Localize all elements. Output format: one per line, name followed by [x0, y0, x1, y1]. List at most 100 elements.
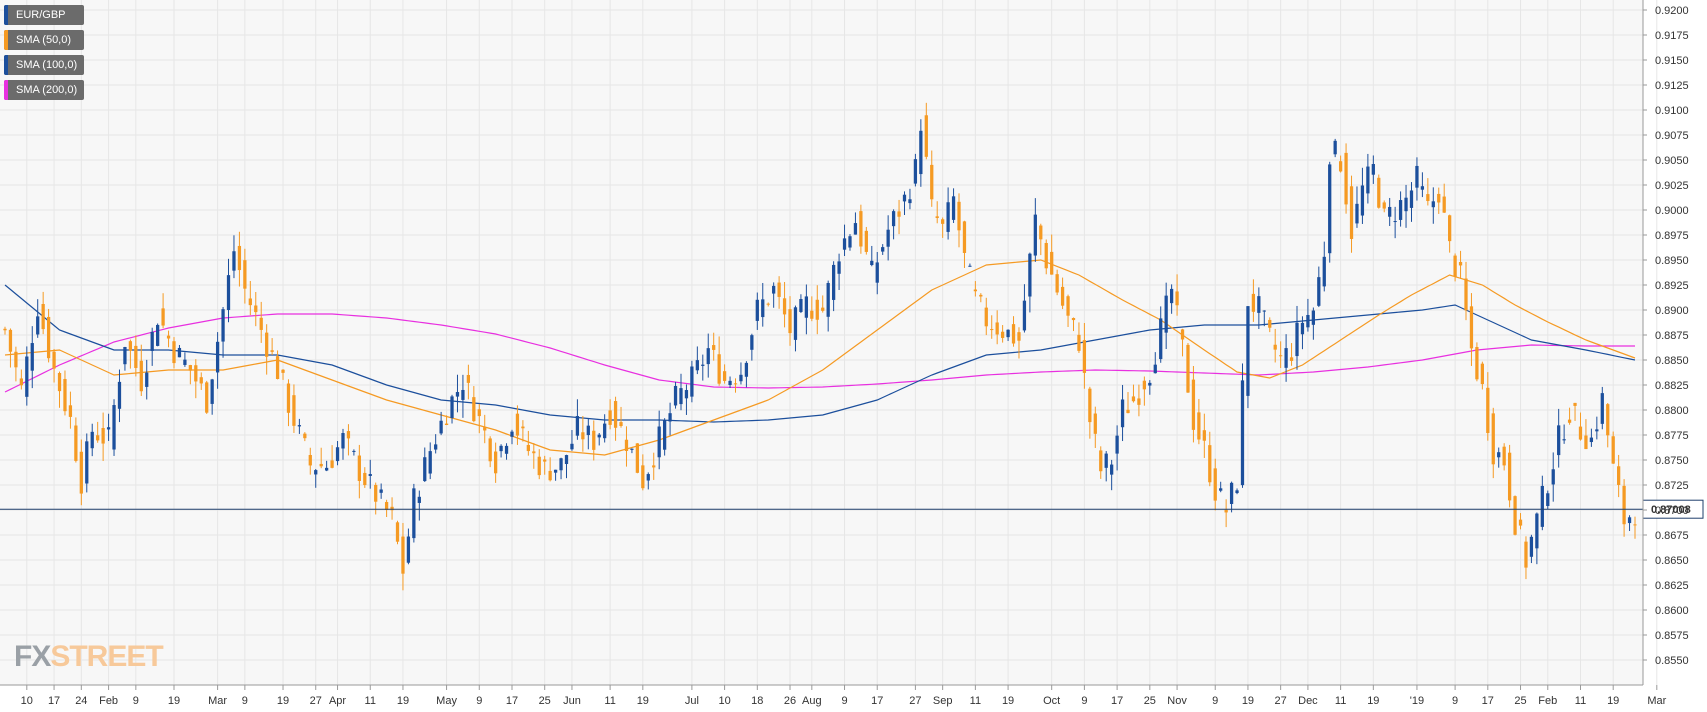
candle — [962, 220, 967, 268]
candle-body — [646, 474, 650, 481]
candle — [1584, 419, 1588, 450]
x-tick-label: 27 — [310, 695, 322, 707]
candle-body — [1355, 203, 1359, 224]
candle — [499, 444, 503, 458]
legend-item-sma200[interactable]: SMA (200,0) — [4, 80, 84, 100]
candle — [504, 443, 509, 460]
candle — [1633, 516, 1637, 539]
candle — [881, 244, 885, 255]
candle-body — [477, 409, 481, 417]
candle-body — [1404, 197, 1408, 212]
candle — [1208, 431, 1212, 487]
x-tick-label: 17 — [506, 695, 518, 707]
candle — [1415, 157, 1419, 201]
candle-body — [559, 458, 563, 471]
candle — [1071, 317, 1076, 332]
candle-body — [750, 335, 754, 350]
legend-item-sma100[interactable]: SMA (100,0) — [4, 55, 84, 75]
x-tick-label: 17 — [1111, 695, 1123, 707]
candle-body — [575, 416, 580, 436]
candle-body — [1240, 380, 1245, 486]
candle-body — [1289, 357, 1294, 361]
candle — [254, 291, 258, 327]
candle-body — [1186, 344, 1190, 393]
candle — [788, 296, 792, 346]
candle — [1540, 475, 1544, 531]
candle — [1011, 316, 1016, 347]
candle-body — [1246, 306, 1250, 396]
candle — [1224, 499, 1228, 528]
candle-body — [990, 329, 994, 331]
candle-body — [1431, 201, 1435, 208]
legend-item-eurgbp[interactable]: EUR/GBP — [4, 5, 84, 25]
candle — [1022, 284, 1027, 333]
price-line: 0.87008 — [0, 499, 1704, 519]
candle-body — [335, 447, 340, 462]
candle — [635, 443, 640, 474]
candle — [695, 346, 699, 375]
candle-body — [395, 522, 400, 542]
candle — [330, 445, 334, 469]
candle — [1344, 143, 1348, 214]
candle — [891, 209, 896, 240]
candle — [1088, 386, 1092, 439]
candle — [19, 369, 23, 390]
candle — [314, 468, 318, 488]
candle-body — [1442, 196, 1446, 213]
candle — [1279, 341, 1283, 369]
candle — [1627, 515, 1632, 532]
candle-body — [1208, 445, 1212, 483]
candle-body — [1464, 278, 1468, 311]
y-tick-label: 0.8575 — [1655, 630, 1689, 642]
candle — [3, 326, 7, 335]
candle — [325, 460, 329, 472]
candle-body — [1524, 541, 1528, 568]
candle-body — [303, 433, 307, 439]
candle — [821, 295, 825, 313]
candle-body — [215, 341, 220, 373]
candle — [831, 261, 836, 312]
candle — [128, 339, 133, 369]
candle-body — [237, 245, 242, 271]
candle — [270, 338, 274, 355]
candle-body — [139, 360, 143, 392]
candle — [1611, 431, 1615, 464]
candle-body — [79, 451, 83, 494]
candle — [777, 276, 781, 309]
candle — [428, 442, 432, 480]
candle-body — [1557, 425, 1561, 456]
candle — [733, 378, 738, 393]
y-axis: 0.8550 0.8575 0.8600 0.8625 0.8650 0.8675 0.87… — [1642, 0, 1689, 685]
candle — [1050, 234, 1054, 275]
candle — [1404, 184, 1408, 228]
candle — [897, 199, 901, 235]
candle-body — [532, 451, 536, 454]
candle — [875, 252, 879, 295]
candle-body — [946, 202, 950, 232]
candle-body — [1104, 453, 1108, 468]
x-tick-label: 18 — [751, 695, 763, 707]
candle-body — [417, 496, 421, 503]
candle-body — [412, 488, 416, 539]
candle-body — [864, 230, 868, 252]
x-tick-label: 9 — [1212, 695, 1218, 707]
candle — [346, 424, 351, 456]
candle-body — [902, 194, 907, 202]
x-tick-label: Feb — [99, 695, 118, 707]
candle-body — [1497, 452, 1501, 458]
candle-body — [870, 260, 874, 266]
y-tick-label: 0.9150 — [1655, 55, 1689, 67]
candle — [1573, 402, 1577, 421]
candle — [1437, 187, 1441, 214]
candle — [853, 212, 858, 235]
candle-body — [1546, 493, 1550, 506]
candle — [815, 285, 819, 335]
candle-body — [275, 356, 280, 379]
legend-item-sma50[interactable]: SMA (50,0) — [4, 30, 84, 50]
candle — [1371, 155, 1375, 184]
candle — [706, 333, 710, 378]
candle-body — [941, 219, 945, 224]
candle-body — [712, 345, 716, 350]
candle-body — [979, 294, 983, 297]
candle-body — [112, 405, 116, 450]
